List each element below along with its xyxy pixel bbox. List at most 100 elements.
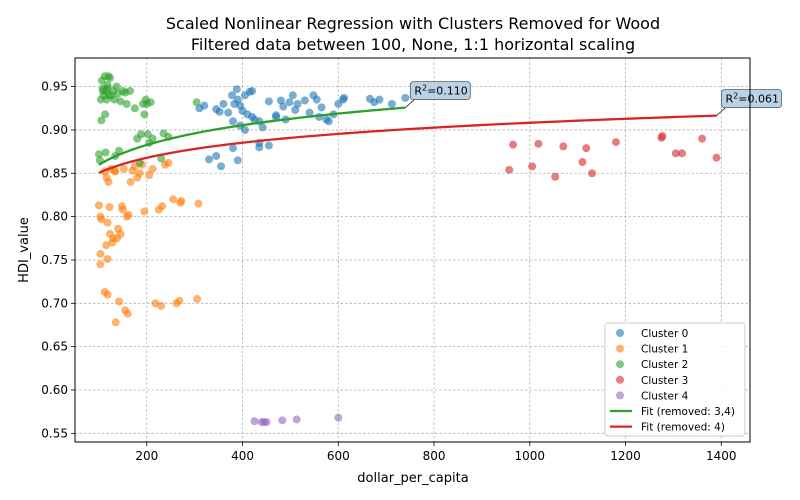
data-point	[157, 154, 166, 163]
annotation-r2: R2=0.110	[414, 84, 467, 98]
data-point	[112, 82, 121, 91]
data-point	[551, 172, 560, 181]
data-point	[291, 106, 300, 115]
data-point	[97, 215, 106, 224]
series-cluster-0	[195, 85, 410, 171]
data-point	[248, 86, 257, 95]
data-point	[97, 116, 106, 125]
data-point	[111, 167, 120, 176]
data-point	[258, 123, 267, 132]
legend-label: Fit (removed: 3,4)	[641, 406, 735, 418]
x-tick-label: 1400	[706, 449, 737, 463]
data-point	[169, 195, 178, 204]
legend-label: Cluster 2	[641, 359, 688, 371]
data-point	[105, 73, 114, 82]
data-point	[157, 301, 166, 310]
data-point	[96, 249, 105, 258]
data-point	[212, 151, 221, 160]
y-tick-label: 0.65	[41, 340, 68, 354]
legend: Cluster 0 Cluster 1 Cluster 2 Cluster 3 Clus…	[604, 322, 746, 437]
legend-box	[604, 322, 746, 437]
data-point	[215, 107, 224, 116]
legend-label: Cluster 0	[641, 328, 688, 340]
data-point	[177, 197, 186, 206]
data-point	[119, 164, 128, 173]
legend-marker	[616, 391, 624, 400]
data-point	[116, 97, 125, 106]
data-point	[205, 155, 214, 164]
fit-curves	[98, 106, 717, 174]
data-point	[124, 210, 133, 219]
data-point	[140, 207, 149, 216]
data-point	[130, 104, 139, 113]
data-point	[264, 97, 273, 106]
legend-marker	[616, 344, 624, 353]
data-point	[228, 117, 237, 126]
y-tick-label: 0.60	[41, 383, 68, 397]
legend-label: Cluster 1	[641, 344, 688, 356]
data-point	[228, 91, 237, 100]
x-tick-label: 1200	[610, 449, 641, 463]
data-point	[387, 99, 396, 108]
data-point	[534, 139, 543, 148]
data-point	[312, 95, 321, 104]
data-point	[578, 158, 587, 167]
fit-line-0	[98, 106, 406, 166]
data-point	[401, 93, 410, 102]
data-point	[175, 296, 184, 305]
series-cluster-3	[505, 132, 721, 181]
data-point	[103, 218, 112, 227]
data-point	[712, 153, 721, 162]
data-point	[103, 84, 112, 93]
data-point	[123, 309, 132, 318]
scatter-points	[94, 72, 721, 427]
data-point	[340, 93, 349, 102]
data-point	[164, 158, 173, 167]
data-point	[698, 134, 707, 143]
y-tick-label: 0.95	[41, 80, 68, 94]
data-point	[105, 203, 114, 212]
annotation-arrow	[716, 107, 726, 116]
data-point	[262, 418, 271, 427]
data-point	[582, 144, 591, 153]
data-point	[140, 110, 149, 119]
data-point	[158, 202, 167, 211]
data-point	[102, 241, 111, 250]
data-point	[272, 112, 281, 121]
data-point	[375, 95, 384, 104]
data-point	[135, 169, 144, 178]
series-cluster-2	[94, 72, 201, 167]
data-point	[288, 91, 297, 100]
fit-annotations: R2=0.110 R2=0.061	[405, 81, 782, 116]
data-point	[103, 290, 112, 299]
data-point	[219, 99, 228, 108]
data-point	[116, 229, 125, 238]
data-point	[101, 110, 110, 119]
data-point	[658, 132, 667, 141]
data-point	[118, 205, 127, 214]
data-point	[103, 255, 112, 264]
data-point	[509, 140, 518, 149]
data-point	[200, 101, 209, 110]
data-point	[94, 201, 103, 210]
data-point	[528, 162, 537, 171]
data-point	[248, 112, 257, 121]
data-point	[334, 413, 343, 422]
data-point	[264, 141, 273, 150]
data-point	[194, 199, 203, 208]
data-point	[300, 96, 309, 105]
data-point	[559, 142, 568, 151]
series-cluster-1	[94, 158, 203, 327]
y-tick-label: 0.70	[41, 296, 68, 310]
legend-marker	[616, 329, 624, 337]
data-point	[148, 134, 157, 143]
data-point	[324, 117, 333, 126]
axis-ticks: 200 400 600 800 1000 1200 1400 0.55 0.60 0.65 0.70…	[41, 80, 736, 463]
plot-frame	[74, 57, 751, 443]
data-point	[146, 98, 155, 107]
data-point	[192, 98, 201, 107]
data-point	[193, 294, 202, 303]
data-point	[115, 297, 124, 306]
data-point	[224, 108, 233, 117]
